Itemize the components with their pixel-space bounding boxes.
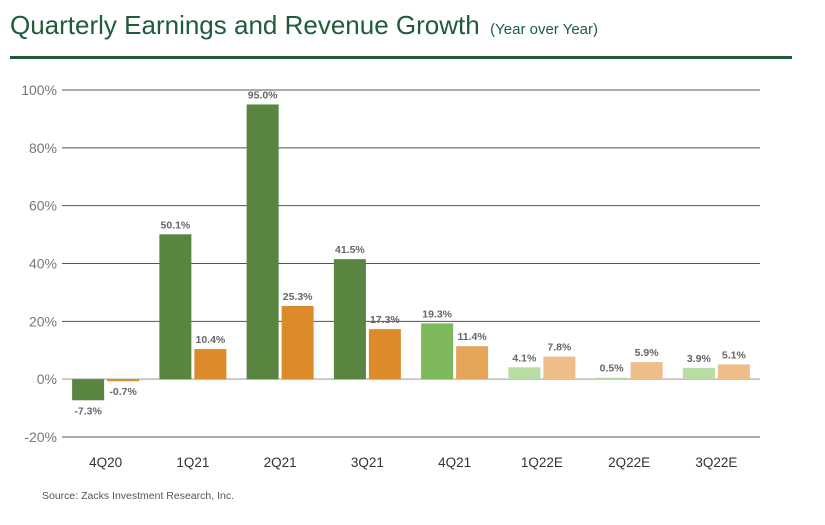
- data-label: 19.3%: [422, 308, 452, 320]
- data-label: 50.1%: [160, 219, 190, 231]
- revenue-bar: [107, 379, 140, 382]
- revenue-bar: [281, 306, 314, 380]
- earnings-bar: [421, 323, 454, 380]
- y-tick-label: 100%: [21, 82, 57, 98]
- revenue-bar: [456, 346, 489, 380]
- y-tick-label: 80%: [29, 140, 57, 156]
- earnings-bar: [595, 377, 628, 380]
- data-label: 4.1%: [512, 352, 537, 364]
- data-label: 3.9%: [687, 353, 712, 365]
- x-tick-label: 2Q21: [264, 455, 297, 470]
- earnings-bar: [246, 104, 279, 380]
- data-label: 10.4%: [195, 334, 225, 346]
- data-label: 7.8%: [547, 342, 572, 354]
- x-tick-label: 1Q22E: [521, 455, 563, 470]
- data-label: 95.0%: [248, 89, 278, 101]
- y-tick-label: 60%: [29, 198, 57, 214]
- x-tick-label: 4Q21: [438, 455, 471, 470]
- earnings-bar: [682, 367, 715, 380]
- x-tick-label: 1Q21: [176, 455, 209, 470]
- source-note: Source: Zacks Investment Research, Inc.: [42, 490, 234, 502]
- title-divider: [10, 56, 792, 59]
- earnings-bar: [333, 259, 366, 380]
- data-label: 25.3%: [283, 291, 313, 303]
- data-label: 41.5%: [335, 244, 365, 256]
- revenue-bar: [630, 362, 663, 380]
- revenue-bar: [194, 349, 227, 380]
- earnings-bar: [508, 367, 541, 380]
- data-label: 5.9%: [635, 347, 660, 359]
- x-tick-label: 2Q22E: [608, 455, 650, 470]
- y-tick-label: 40%: [29, 256, 57, 272]
- data-label: 5.1%: [722, 349, 747, 361]
- data-label: 0.5%: [600, 363, 625, 375]
- data-label: 17.3%: [370, 314, 400, 326]
- revenue-bar: [368, 329, 401, 380]
- chart-title-block: Quarterly Earnings and Revenue Growth (Y…: [10, 10, 598, 41]
- earnings-bar: [72, 379, 105, 401]
- revenue-bar: [543, 356, 576, 380]
- data-label: 11.4%: [458, 331, 488, 343]
- revenue-bar: [717, 364, 750, 380]
- data-label: -0.7%: [109, 386, 137, 398]
- x-tick-label: 3Q21: [351, 455, 384, 470]
- y-tick-label: 0%: [37, 371, 57, 387]
- chart-subtitle: (Year over Year): [490, 21, 599, 38]
- y-tick-label: 20%: [29, 313, 57, 329]
- x-tick-label: 3Q22E: [695, 455, 737, 470]
- chart-title: Quarterly Earnings and Revenue Growth: [10, 10, 480, 40]
- data-label: -7.3%: [74, 405, 102, 417]
- y-tick-label: -20%: [24, 429, 57, 445]
- x-tick-label: 4Q20: [89, 455, 122, 470]
- earnings-bar: [159, 234, 192, 380]
